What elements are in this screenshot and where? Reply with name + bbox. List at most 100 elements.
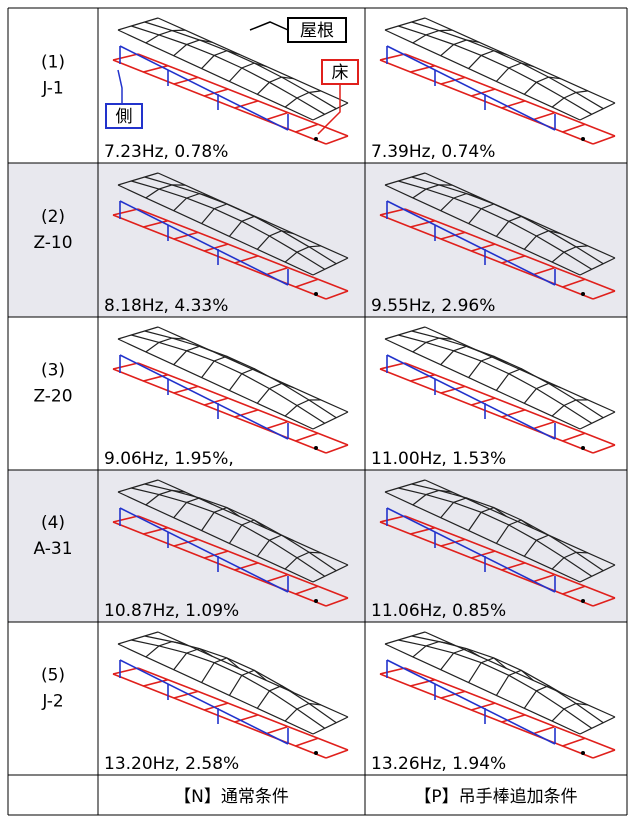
mode-name: J-1 xyxy=(41,79,63,99)
wire xyxy=(145,331,337,418)
label: 床 xyxy=(332,63,349,83)
wire xyxy=(285,400,321,416)
wire xyxy=(265,113,288,120)
side-frame xyxy=(120,46,288,130)
node xyxy=(581,292,585,296)
wire xyxy=(113,369,326,453)
mode-shape-table: (1) J-1 7.23Hz, 0.78% 7.39Hz, 0.74% (2) Z-10 8… xyxy=(0,0,634,820)
node xyxy=(581,751,585,755)
mode-name: Z-20 xyxy=(33,387,72,407)
wire xyxy=(552,400,588,416)
wire xyxy=(398,640,591,728)
freq-damping: 13.26Hz, 1.94% xyxy=(371,754,506,774)
label: 側 xyxy=(116,107,133,127)
wire xyxy=(138,363,348,445)
wire xyxy=(552,704,588,722)
wire xyxy=(593,136,615,144)
wire xyxy=(593,750,615,758)
wire xyxy=(229,369,266,391)
freq-damping: 13.20Hz, 2.58% xyxy=(104,754,239,774)
wire xyxy=(296,738,318,746)
wire xyxy=(380,674,593,758)
label: 屋根 xyxy=(300,21,334,41)
mode-name: J-2 xyxy=(41,692,63,712)
node xyxy=(314,137,318,141)
wire xyxy=(552,91,588,107)
wire xyxy=(131,640,324,728)
wire xyxy=(425,18,615,103)
wire xyxy=(524,686,560,709)
wire xyxy=(131,335,324,423)
mode-shape xyxy=(380,18,615,144)
mode-number: (1) xyxy=(41,53,65,73)
wire xyxy=(380,54,405,60)
wire xyxy=(412,331,604,418)
wire xyxy=(405,363,615,445)
wire xyxy=(229,63,266,81)
freq-damping: 9.55Hz, 2.96% xyxy=(371,296,495,316)
node xyxy=(314,599,318,603)
wire xyxy=(326,136,348,144)
wire xyxy=(257,686,293,709)
wire xyxy=(563,738,585,746)
wire xyxy=(113,54,138,60)
freq-damping: 8.18Hz, 4.33% xyxy=(104,296,228,316)
leader xyxy=(118,70,122,104)
wire xyxy=(380,60,593,144)
wire xyxy=(145,636,337,723)
mode-number: (3) xyxy=(41,361,65,381)
wire xyxy=(496,369,533,391)
wire xyxy=(532,727,555,734)
mode-shape xyxy=(380,632,615,758)
wire xyxy=(285,91,321,107)
freq-damping: 11.00Hz, 1.53% xyxy=(371,449,506,469)
mode-name: Z-10 xyxy=(33,233,72,253)
leader xyxy=(250,22,288,30)
wire xyxy=(496,63,533,81)
side-frame xyxy=(387,660,555,744)
mode-name: A-31 xyxy=(33,539,72,559)
wire xyxy=(265,727,288,734)
mode-shape xyxy=(113,632,348,758)
node xyxy=(581,599,585,603)
wire xyxy=(412,636,604,723)
wire xyxy=(113,668,138,674)
wire xyxy=(380,363,405,369)
wire xyxy=(326,750,348,758)
wire xyxy=(563,124,585,132)
node xyxy=(314,751,318,755)
wire xyxy=(313,717,348,734)
freq-damping: 7.39Hz, 0.74% xyxy=(371,142,495,162)
wire xyxy=(265,422,288,429)
node xyxy=(314,446,318,450)
wire xyxy=(593,445,615,453)
wire xyxy=(532,113,555,120)
node xyxy=(314,292,318,296)
wire xyxy=(113,674,326,758)
wire xyxy=(398,335,591,423)
mode-shape xyxy=(380,327,615,453)
node xyxy=(581,446,585,450)
wire xyxy=(398,26,591,114)
node xyxy=(581,137,585,141)
wire xyxy=(405,54,615,136)
wire xyxy=(380,668,405,674)
mode-number: (4) xyxy=(41,513,65,533)
wire xyxy=(563,433,585,441)
mode-number: (2) xyxy=(41,207,65,227)
condition: 【P】吊手棒追加条件 xyxy=(414,787,577,807)
wire xyxy=(380,369,593,453)
wire xyxy=(532,422,555,429)
row-shade xyxy=(8,470,627,622)
condition: 【N】通常条件 xyxy=(174,787,289,807)
wire xyxy=(580,717,615,734)
freq-damping: 10.87Hz, 1.09% xyxy=(104,601,239,621)
freq-damping: 7.23Hz, 0.78% xyxy=(104,142,228,162)
freq-damping: 11.06Hz, 0.85% xyxy=(371,601,506,621)
mode-number: (5) xyxy=(41,666,65,686)
wire xyxy=(285,704,321,722)
side-frame xyxy=(120,660,288,744)
wire xyxy=(412,22,604,109)
freq-damping: 9.06Hz, 1.95%, xyxy=(104,449,234,469)
wire xyxy=(296,124,318,132)
